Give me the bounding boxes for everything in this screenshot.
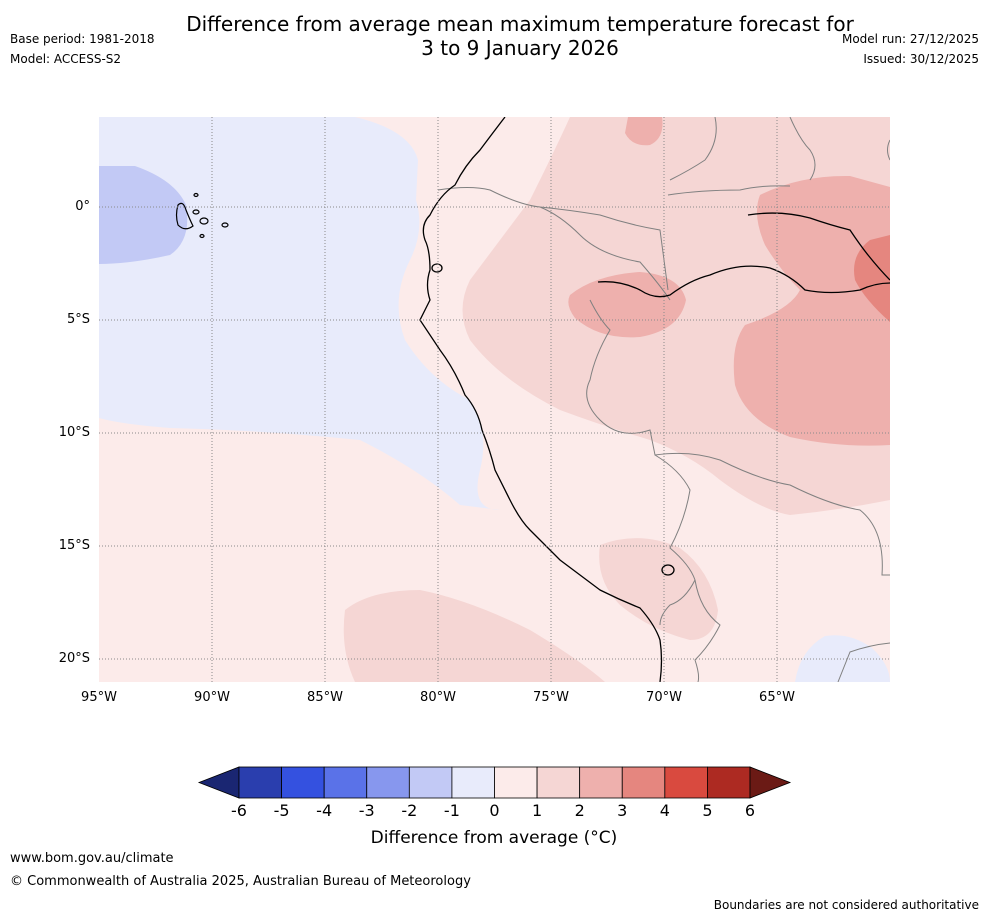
coastline-pacific [419, 117, 663, 682]
colorbar-segment [451, 766, 495, 799]
title-line-1: Difference from average mean maximum tem… [186, 12, 854, 36]
country-borders [437, 117, 890, 682]
colorbar-ticks: -6 -5 -4 -3 -2 -1 0 1 2 3 4 5 6 [0, 801, 988, 821]
river-amazon [597, 265, 890, 298]
anomaly-neg2-neg1 [99, 166, 188, 264]
map-title: Difference from average mean maximum tem… [100, 12, 940, 60]
colorbar-tick-label: -2 [401, 801, 418, 820]
colorbar-segment [536, 766, 581, 799]
border-peru-bolivia [654, 454, 696, 626]
lon-label-80w: 80°W [420, 690, 456, 705]
lon-label-95w: 95°W [81, 690, 117, 705]
anomaly-3-4 [854, 235, 890, 322]
border-venezuela-brazil [789, 117, 816, 181]
meta-right: Model run: 27/12/2025 Issued: 30/12/2025 [842, 29, 979, 69]
model-name: Model: ACCESS-S2 [10, 52, 122, 66]
map-fields [99, 117, 890, 682]
border-peru-brazil-bolivia [586, 299, 890, 576]
lat-label-0: 0° [75, 199, 90, 214]
colorbar-segment [408, 766, 453, 799]
island-isabela [175, 202, 194, 230]
island-santiago [192, 209, 200, 215]
anomaly-2-3-north [625, 117, 663, 146]
colorbar-segment [238, 766, 282, 799]
island-pinta [193, 192, 199, 198]
colorbar-tick-label: -4 [316, 801, 333, 820]
colorbar-tick-label: 0 [489, 801, 500, 820]
anomaly-1-2-central [599, 538, 718, 640]
colorbar-tick-label: -6 [231, 801, 247, 820]
lon-label-65w: 65°W [759, 690, 795, 705]
lat-label-15s: 15°S [58, 538, 90, 553]
colorbar-segment [621, 766, 666, 799]
colorbar-segment [707, 766, 751, 799]
colorbar-tick-label: -1 [443, 801, 460, 820]
base-period: Base period: 1981-2018 [10, 32, 155, 46]
footer-url[interactable]: www.bom.gov.au/climate [10, 851, 174, 866]
title-line-2: 3 to 9 January 2026 [421, 36, 619, 60]
footer-copyright: © Commonwealth of Australia 2025, Austra… [10, 874, 471, 889]
colorbar-segment [281, 766, 325, 799]
gulf-of-guayaquil [431, 263, 443, 273]
anomaly-2-3-central [568, 272, 686, 338]
river-amazon-upper [747, 212, 890, 281]
lat-label-10s: 10°S [58, 425, 90, 440]
colorbar-tick-label: -5 [273, 801, 290, 820]
colorbar-segment [323, 766, 368, 799]
footer-note: Boundaries are not considered authoritat… [713, 898, 979, 912]
border-colombia-ecuador-peru [437, 187, 671, 301]
colorbar-tick-label: 1 [531, 801, 543, 820]
lon-label-70w: 70°W [646, 690, 682, 705]
graticule [99, 117, 890, 682]
anomaly-1-2-south [343, 590, 605, 682]
lat-label-20s: 20°S [58, 651, 90, 666]
colorbar-extend-high [749, 766, 792, 799]
galapagos-islands [175, 192, 229, 239]
colorbar-segment [494, 766, 538, 799]
border-east-north [887, 139, 890, 161]
lat-label-5s: 5°S [66, 312, 90, 327]
island-san-cristobal [221, 222, 229, 228]
meta-left: Base period: 1981-2018 Model: ACCESS-S2 [10, 29, 155, 69]
colorbar-tick-label: 4 [659, 801, 670, 820]
colorbar-tick-label: 5 [702, 801, 713, 820]
lake-titicaca [661, 564, 675, 576]
colorbar-tick-label: 3 [617, 801, 628, 820]
colorbar [197, 766, 792, 799]
border-colombia-venezuela-north [669, 117, 717, 181]
colorbar-tick-label: 6 [744, 801, 756, 820]
colorbar-segment [579, 766, 623, 799]
colorbar-tick-label: 2 [574, 801, 585, 820]
border-bolivia-paraguay [837, 642, 890, 682]
lon-label-85w: 85°W [307, 690, 343, 705]
island-santa-cruz [199, 217, 209, 225]
lon-label-75w: 75°W [533, 690, 569, 705]
anomaly-neg1-0 [99, 117, 500, 510]
border-colombia-venezuela [667, 185, 791, 196]
island-floreana [199, 233, 205, 239]
anomaly-2-3-east [733, 175, 890, 446]
model-run: Model run: 27/12/2025 [841, 32, 979, 46]
lon-label-90w: 90°W [194, 690, 230, 705]
colorbar-label: Difference from average (°C) [370, 828, 618, 848]
colorbar-extend-low [197, 766, 240, 799]
border-bolivia-chile [694, 579, 721, 682]
coastline [419, 117, 890, 682]
colorbar-segment [664, 766, 708, 799]
colorbar-segment [366, 766, 410, 799]
colorbar-tick-label: -3 [358, 801, 375, 820]
issued-date: Issued: 30/12/2025 [863, 52, 979, 66]
border-colombia-peru [539, 206, 669, 291]
